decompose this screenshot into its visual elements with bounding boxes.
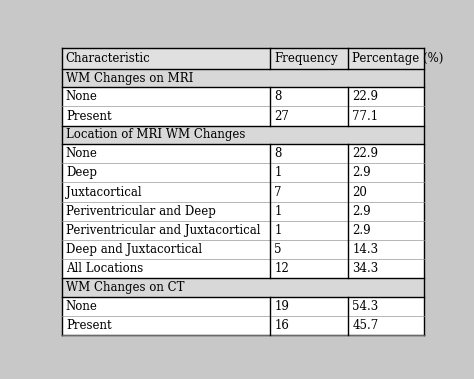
Text: WM Changes on MRI: WM Changes on MRI xyxy=(66,72,193,85)
Bar xyxy=(62,87,424,106)
Text: Deep and Juxtacortical: Deep and Juxtacortical xyxy=(66,243,202,256)
Bar xyxy=(62,259,424,278)
Bar xyxy=(62,240,424,259)
Text: 22.9: 22.9 xyxy=(352,147,378,160)
Text: Present: Present xyxy=(66,319,111,332)
Text: 16: 16 xyxy=(274,319,289,332)
Text: 5: 5 xyxy=(274,243,282,256)
Text: Periventricular and Juxtacortical: Periventricular and Juxtacortical xyxy=(66,224,260,237)
Text: 20: 20 xyxy=(352,185,367,199)
Text: None: None xyxy=(66,300,98,313)
Bar xyxy=(62,182,424,202)
Bar xyxy=(62,221,424,240)
Bar xyxy=(62,316,424,335)
Text: 1: 1 xyxy=(274,224,282,237)
Text: 14.3: 14.3 xyxy=(352,243,378,256)
Text: 8: 8 xyxy=(274,91,282,103)
Text: 1: 1 xyxy=(274,205,282,218)
Text: WM Changes on CT: WM Changes on CT xyxy=(66,281,184,294)
Text: 7: 7 xyxy=(274,185,282,199)
Text: None: None xyxy=(66,91,98,103)
Text: Frequency: Frequency xyxy=(274,52,338,65)
Bar xyxy=(62,125,424,144)
Bar xyxy=(62,144,424,163)
Text: 77.1: 77.1 xyxy=(352,110,378,122)
Text: Percentage (%): Percentage (%) xyxy=(352,52,444,65)
Text: Present: Present xyxy=(66,110,111,122)
Text: 19: 19 xyxy=(274,300,289,313)
Text: 1: 1 xyxy=(274,166,282,179)
Text: 2.9: 2.9 xyxy=(352,166,371,179)
Text: 22.9: 22.9 xyxy=(352,91,378,103)
Bar xyxy=(62,278,424,297)
Text: 34.3: 34.3 xyxy=(352,262,378,275)
Text: Juxtacortical: Juxtacortical xyxy=(66,185,141,199)
Text: 8: 8 xyxy=(274,147,282,160)
Text: 12: 12 xyxy=(274,262,289,275)
Text: None: None xyxy=(66,147,98,160)
Text: Location of MRI WM Changes: Location of MRI WM Changes xyxy=(66,128,245,141)
Bar xyxy=(62,69,424,87)
Text: Periventricular and Deep: Periventricular and Deep xyxy=(66,205,216,218)
Text: 2.9: 2.9 xyxy=(352,205,371,218)
Bar xyxy=(62,202,424,221)
Text: 45.7: 45.7 xyxy=(352,319,378,332)
Bar xyxy=(62,106,424,125)
Bar xyxy=(62,297,424,316)
Text: 54.3: 54.3 xyxy=(352,300,378,313)
Text: 27: 27 xyxy=(274,110,289,122)
Text: Characteristic: Characteristic xyxy=(66,52,151,65)
Text: 2.9: 2.9 xyxy=(352,224,371,237)
Bar xyxy=(62,163,424,182)
Bar xyxy=(62,48,424,69)
Text: All Locations: All Locations xyxy=(66,262,143,275)
Text: Deep: Deep xyxy=(66,166,97,179)
